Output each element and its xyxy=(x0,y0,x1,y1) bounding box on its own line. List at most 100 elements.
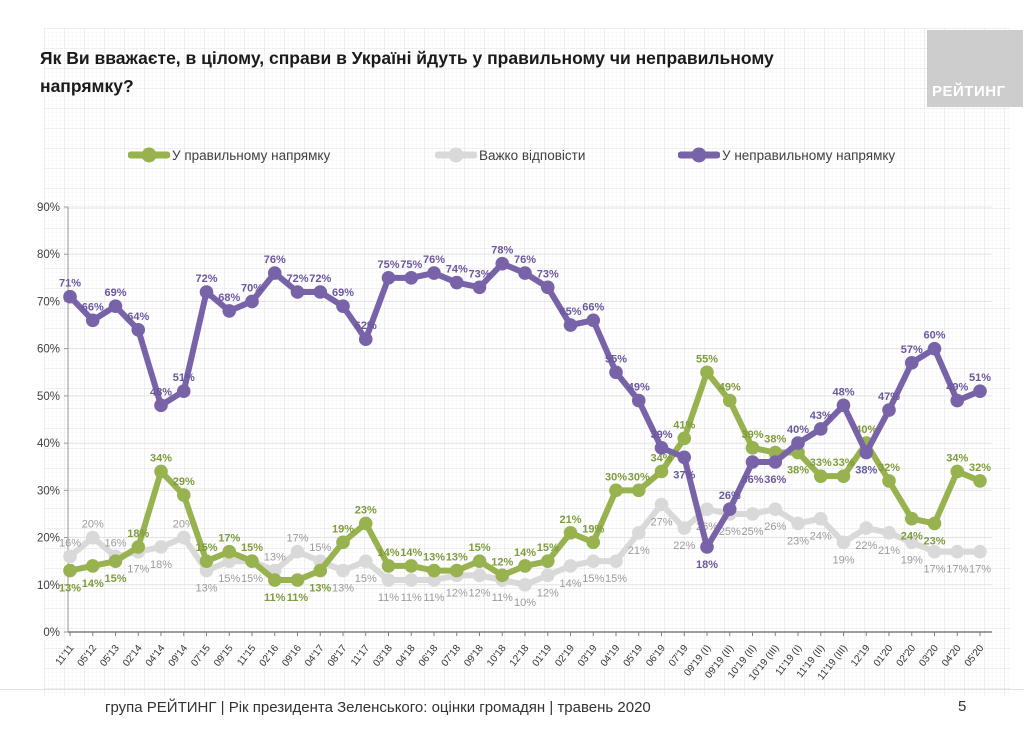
svg-text:23%: 23% xyxy=(923,535,945,547)
svg-text:17%: 17% xyxy=(127,564,149,576)
page-number: 5 xyxy=(958,698,967,715)
svg-text:62%: 62% xyxy=(355,320,377,332)
svg-text:80%: 80% xyxy=(37,249,60,261)
svg-text:05'20: 05'20 xyxy=(963,643,987,669)
svg-text:15%: 15% xyxy=(355,573,377,585)
svg-text:40%: 40% xyxy=(37,438,60,450)
svg-text:15%: 15% xyxy=(195,542,217,554)
svg-text:15%: 15% xyxy=(241,573,263,585)
svg-text:30%: 30% xyxy=(628,471,650,483)
svg-text:19%: 19% xyxy=(332,523,354,535)
svg-text:40%: 40% xyxy=(787,424,809,436)
svg-text:17%: 17% xyxy=(218,533,240,545)
svg-text:10%: 10% xyxy=(37,580,60,592)
svg-text:27%: 27% xyxy=(650,517,672,529)
series-Важко-відповісти: 16%20%16%17% 18%20%13%15% 15%13%17%15%13%1… xyxy=(59,497,991,609)
svg-text:12%: 12% xyxy=(446,587,468,599)
x-axis-labels: 11'11 05'12 05'13 02'14 04'14 09'14 07'15 09'15… xyxy=(54,632,987,683)
svg-text:30%: 30% xyxy=(605,471,627,483)
svg-text:72%: 72% xyxy=(286,273,308,285)
svg-text:33%: 33% xyxy=(810,457,832,469)
svg-text:29%: 29% xyxy=(173,476,195,488)
svg-text:25%: 25% xyxy=(719,526,741,538)
svg-text:18%: 18% xyxy=(696,559,718,571)
svg-text:66%: 66% xyxy=(82,301,104,313)
svg-text:24%: 24% xyxy=(810,531,832,543)
svg-text:13%: 13% xyxy=(264,552,286,564)
svg-text:66%: 66% xyxy=(582,301,604,313)
legend-label: У неправильному напрямку xyxy=(722,147,896,163)
line-dot-marker-icon xyxy=(435,147,477,163)
svg-text:14%: 14% xyxy=(82,578,104,590)
svg-text:17%: 17% xyxy=(923,564,945,576)
svg-text:39%: 39% xyxy=(741,429,763,441)
svg-text:49%: 49% xyxy=(719,382,741,394)
svg-text:75%: 75% xyxy=(400,259,422,271)
line-dot-marker-icon xyxy=(678,147,720,163)
svg-text:72%: 72% xyxy=(195,273,217,285)
svg-text:13%: 13% xyxy=(309,583,331,595)
svg-text:04'18: 04'18 xyxy=(394,643,418,669)
svg-text:14%: 14% xyxy=(377,547,399,559)
footer-source-text: група РЕЙТИНГ | Рік президента Зеленсько… xyxy=(105,699,651,716)
svg-text:11%: 11% xyxy=(287,592,309,604)
svg-text:73%: 73% xyxy=(468,268,490,280)
svg-text:20%: 20% xyxy=(82,519,104,531)
svg-text:02'19: 02'19 xyxy=(553,643,577,669)
line-dot-marker-icon xyxy=(128,147,170,163)
svg-text:22%: 22% xyxy=(673,540,695,552)
svg-text:30%: 30% xyxy=(37,485,60,497)
legend-item-wrong-direction: У неправильному напрямку xyxy=(678,142,895,168)
svg-text:04'19: 04'19 xyxy=(599,643,623,669)
svg-text:74%: 74% xyxy=(446,264,468,276)
svg-text:55%: 55% xyxy=(605,353,627,365)
svg-text:21%: 21% xyxy=(559,514,581,526)
svg-text:26%: 26% xyxy=(764,521,786,533)
svg-text:75%: 75% xyxy=(377,259,399,271)
svg-text:14%: 14% xyxy=(559,578,581,590)
svg-text:11'15: 11'15 xyxy=(235,643,258,669)
svg-text:12%: 12% xyxy=(491,556,513,568)
svg-text:12'19: 12'19 xyxy=(849,643,873,669)
svg-text:15%: 15% xyxy=(605,573,627,585)
svg-text:48%: 48% xyxy=(150,386,172,398)
svg-text:04'17: 04'17 xyxy=(303,643,327,669)
svg-text:19%: 19% xyxy=(901,554,923,566)
svg-text:14%: 14% xyxy=(400,547,422,559)
svg-text:19%: 19% xyxy=(832,554,854,566)
svg-text:33%: 33% xyxy=(832,457,854,469)
svg-text:15%: 15% xyxy=(468,542,490,554)
svg-text:11%: 11% xyxy=(492,592,513,604)
rating-logo-text: РЕЙТИНГ xyxy=(932,83,1006,100)
svg-text:34%: 34% xyxy=(150,452,172,464)
svg-text:15%: 15% xyxy=(218,573,240,585)
svg-text:05'19: 05'19 xyxy=(622,643,646,669)
svg-text:02'16: 02'16 xyxy=(258,643,282,669)
svg-text:34%: 34% xyxy=(946,452,968,464)
rating-logo: РЕЙТИНГ xyxy=(927,30,1023,107)
svg-text:11%: 11% xyxy=(264,592,286,604)
svg-text:11%: 11% xyxy=(378,592,399,604)
svg-text:71%: 71% xyxy=(59,278,81,290)
svg-text:15%: 15% xyxy=(309,542,331,554)
svg-text:12'18: 12'18 xyxy=(508,643,532,669)
svg-text:10'18: 10'18 xyxy=(485,643,509,669)
svg-text:69%: 69% xyxy=(104,287,126,299)
svg-text:02'20: 02'20 xyxy=(895,643,919,669)
svg-text:15%: 15% xyxy=(582,573,604,585)
svg-text:19%: 19% xyxy=(582,523,604,535)
svg-text:12%: 12% xyxy=(537,587,559,599)
svg-text:23%: 23% xyxy=(787,535,809,547)
svg-text:25%: 25% xyxy=(741,526,763,538)
svg-text:15%: 15% xyxy=(241,542,263,554)
svg-text:05'13: 05'13 xyxy=(98,643,122,669)
svg-text:06'18: 06'18 xyxy=(417,643,441,669)
svg-text:09'16: 09'16 xyxy=(280,643,304,669)
svg-text:49%: 49% xyxy=(946,382,968,394)
svg-text:21%: 21% xyxy=(878,545,900,557)
svg-text:08'17: 08'17 xyxy=(326,643,350,669)
svg-text:10%: 10% xyxy=(514,597,536,609)
svg-text:13%: 13% xyxy=(59,583,81,595)
svg-text:02'14: 02'14 xyxy=(121,643,145,669)
svg-text:09'18: 09'18 xyxy=(462,643,486,669)
